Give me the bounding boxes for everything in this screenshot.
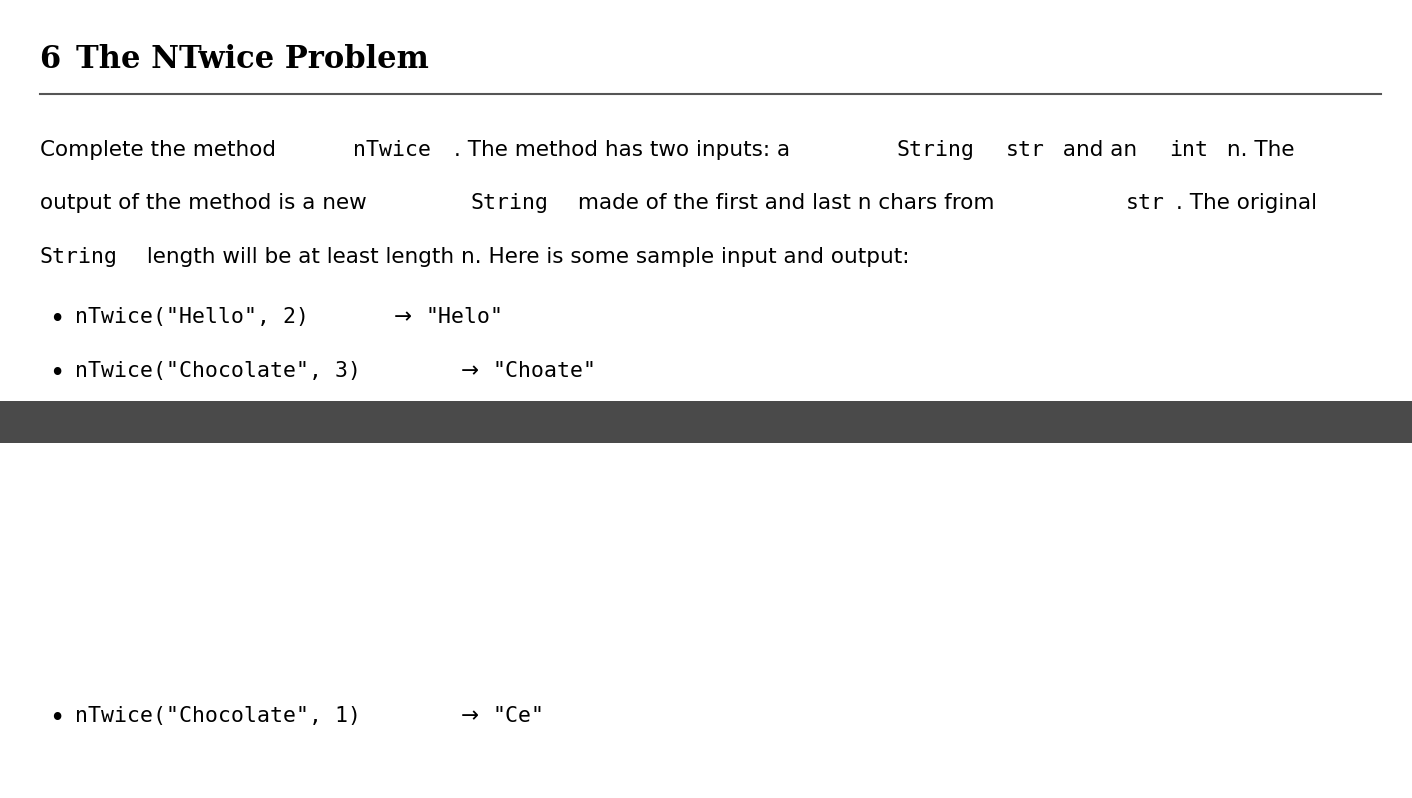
Text: nTwice("Chocolate", 3): nTwice("Chocolate", 3): [75, 361, 374, 381]
Text: made of the first and last n chars from: made of the first and last n chars from: [570, 193, 1001, 213]
Text: •: •: [49, 307, 64, 334]
Text: nTwice: nTwice: [353, 140, 431, 160]
Text: . The method has two inputs: a: . The method has two inputs: a: [453, 140, 796, 160]
Text: →: →: [460, 706, 486, 726]
Text: String: String: [40, 247, 117, 267]
Text: •: •: [49, 706, 64, 733]
Text: 6: 6: [40, 44, 82, 75]
Bar: [0, 401, 1412, 443]
Text: str: str: [1125, 193, 1165, 213]
Text: "Ce": "Ce": [493, 706, 545, 726]
Text: Complete the method: Complete the method: [40, 140, 282, 160]
Text: String: String: [470, 193, 548, 213]
Text: length will be at least length n. Here is some sample input and output:: length will be at least length n. Here i…: [140, 247, 909, 267]
Text: int: int: [1169, 140, 1209, 160]
Text: →: →: [460, 361, 486, 381]
Text: and an: and an: [1056, 140, 1144, 160]
Text: nTwice("Chocolate", 1): nTwice("Chocolate", 1): [75, 706, 374, 726]
Text: →: →: [394, 307, 418, 327]
Text: "Helo": "Helo": [425, 307, 504, 327]
Text: str: str: [1005, 140, 1045, 160]
Text: output of the method is a new: output of the method is a new: [40, 193, 373, 213]
Text: "Choate": "Choate": [493, 361, 597, 381]
Text: n. The: n. The: [1220, 140, 1295, 160]
Text: nTwice("Hello", 2): nTwice("Hello", 2): [75, 307, 322, 327]
Text: . The original: . The original: [1176, 193, 1317, 213]
Text: String: String: [897, 140, 974, 160]
Text: •: •: [49, 361, 64, 387]
Text: The NTwice Problem: The NTwice Problem: [76, 44, 429, 75]
